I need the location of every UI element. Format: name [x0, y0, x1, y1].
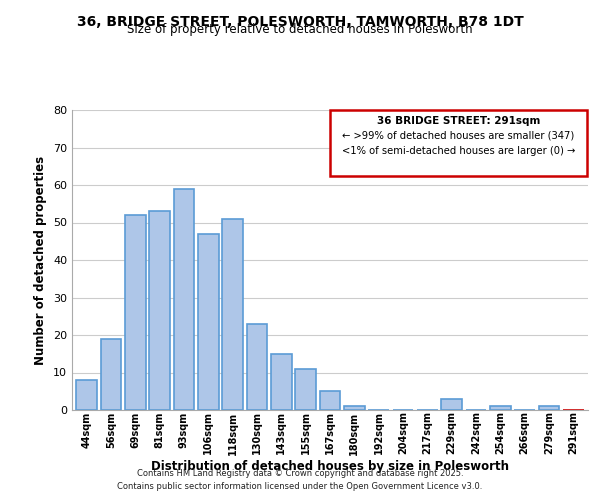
Bar: [173, 188, 194, 410]
Bar: [101, 339, 121, 410]
Text: Contains HM Land Registry data © Crown copyright and database right 2025.: Contains HM Land Registry data © Crown c…: [137, 468, 463, 477]
Bar: [222, 219, 243, 410]
X-axis label: Distribution of detached houses by size in Polesworth: Distribution of detached houses by size …: [151, 460, 509, 473]
Text: ← >99% of detached houses are smaller (347): ← >99% of detached houses are smaller (3…: [342, 130, 575, 140]
Text: Size of property relative to detached houses in Polesworth: Size of property relative to detached ho…: [127, 22, 473, 36]
Y-axis label: Number of detached properties: Number of detached properties: [34, 156, 47, 364]
Text: Contains public sector information licensed under the Open Government Licence v3: Contains public sector information licen…: [118, 482, 482, 491]
Text: 36 BRIDGE STREET: 291sqm: 36 BRIDGE STREET: 291sqm: [377, 116, 540, 126]
Text: 36, BRIDGE STREET, POLESWORTH, TAMWORTH, B78 1DT: 36, BRIDGE STREET, POLESWORTH, TAMWORTH,…: [77, 15, 523, 29]
Bar: [490, 406, 511, 410]
Bar: [539, 406, 559, 410]
Bar: [295, 369, 316, 410]
Bar: [247, 324, 268, 410]
Bar: [149, 211, 170, 410]
Bar: [198, 234, 218, 410]
Bar: [125, 215, 146, 410]
Text: <1% of semi-detached houses are larger (0) →: <1% of semi-detached houses are larger (…: [342, 146, 575, 156]
Bar: [320, 391, 340, 410]
Bar: [76, 380, 97, 410]
Bar: [442, 399, 462, 410]
Bar: [344, 406, 365, 410]
Bar: [271, 354, 292, 410]
Bar: [330, 110, 587, 176]
